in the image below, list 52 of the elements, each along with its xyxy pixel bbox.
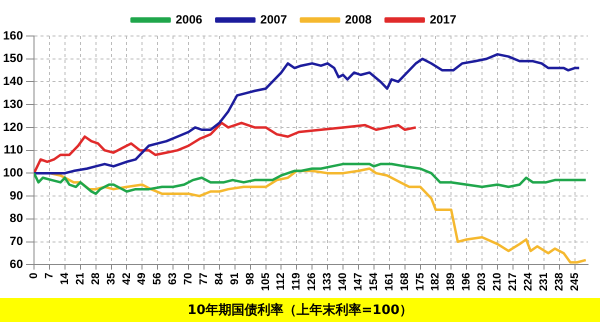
y-tick-label: 60 — [10, 256, 24, 271]
x-tick-label: 7 — [44, 272, 56, 279]
x-tick-label: 133 — [322, 272, 334, 292]
x-tick-label: 28 — [90, 272, 102, 285]
x-tick-label: 196 — [460, 272, 473, 292]
x-tick-label: 161 — [383, 272, 396, 292]
x-tick-label: 70 — [182, 272, 195, 285]
x-tick-label: 21 — [74, 272, 86, 285]
x-tick-label: 63 — [167, 272, 180, 285]
y-tick-label: 140 — [2, 74, 24, 88]
x-tick-label: 14 — [58, 272, 71, 285]
x-tick-label: 56 — [152, 272, 164, 285]
x-tick-label: 224 — [522, 272, 534, 292]
legend-label: 2017 — [430, 12, 457, 26]
y-tick-label: 110 — [4, 142, 24, 157]
x-tick-label: 42 — [120, 272, 133, 285]
y-tick-label: 100 — [2, 166, 24, 180]
x-tick-label: 154 — [368, 272, 380, 292]
x-tick-label: 168 — [398, 272, 411, 292]
x-tick-label: 147 — [352, 272, 364, 292]
x-tick-label: 217 — [506, 272, 519, 292]
x-tick-label: 210 — [492, 272, 504, 292]
x-tick-label: 119 — [290, 272, 303, 290]
legend-label: 2006 — [176, 12, 203, 26]
x-tick-label: 245 — [568, 272, 581, 292]
x-tick-label: 77 — [198, 272, 210, 285]
x-tick-label: 105 — [260, 272, 272, 292]
x-tick-label: 49 — [136, 272, 148, 285]
x-tick-label: 203 — [476, 272, 488, 292]
x-tick-label: 35 — [105, 272, 118, 285]
x-tick-label: 182 — [430, 272, 442, 292]
y-tick-label: 80 — [10, 211, 24, 226]
x-tick-label: 91 — [228, 272, 241, 285]
x-tick-label: 112 — [275, 272, 288, 290]
y-tick-label: 70 — [10, 234, 24, 248]
legend-label: 2007 — [260, 12, 288, 26]
x-tick-label: 98 — [244, 272, 256, 285]
x-tick-label: 126 — [306, 272, 318, 292]
x-tick-label: 0 — [28, 272, 40, 279]
x-tick-label: 189 — [445, 272, 458, 292]
x-tick-label: 238 — [553, 272, 566, 292]
y-tick-label: 150 — [2, 51, 24, 66]
y-tick-label: 130 — [2, 96, 24, 111]
x-tick-label: 140 — [337, 272, 350, 292]
legend-label: 2008 — [345, 12, 372, 26]
x-tick-label: 231 — [538, 272, 550, 292]
y-tick-label: 160 — [2, 28, 24, 42]
y-tick-label: 90 — [10, 188, 24, 202]
y-tick-label: 120 — [2, 120, 24, 134]
text: 10年期国债利率（上年末利率=100） — [187, 302, 413, 319]
x-tick-label: 84 — [213, 272, 226, 285]
x-tick-label: 175 — [414, 272, 426, 292]
